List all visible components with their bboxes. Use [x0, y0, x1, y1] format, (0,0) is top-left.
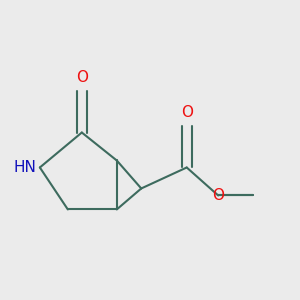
Text: O: O	[181, 105, 193, 120]
Text: O: O	[212, 188, 224, 203]
Text: O: O	[76, 70, 88, 85]
Text: HN: HN	[14, 160, 36, 175]
